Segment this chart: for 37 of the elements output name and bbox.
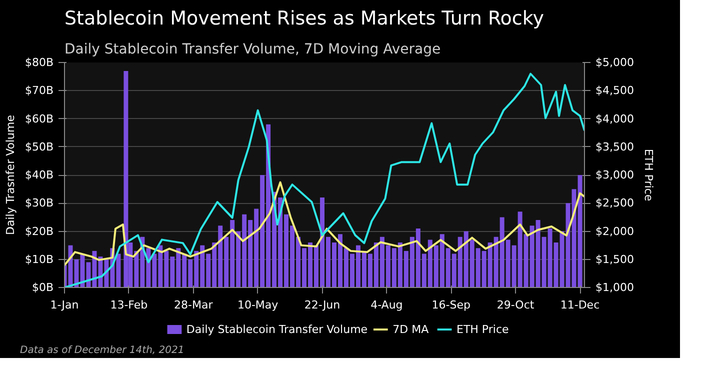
line-series (64, 181, 584, 266)
y2-axis-title: ETH Price (642, 148, 655, 202)
y-tick-label: $0B (32, 281, 54, 294)
legend-label: Daily Stablecoin Transfer Volume (186, 323, 368, 336)
y2-tick-label: $5,000 (596, 56, 634, 69)
bar (124, 70, 128, 288)
y-tick-label: $20B (24, 224, 54, 238)
x-tick-label: 11-Dec (560, 298, 600, 312)
y-tick-label: $60B (24, 112, 54, 126)
x-tick-label: 29-Oct (496, 298, 535, 312)
text: Data as of December 14th, 2021 (20, 344, 184, 358)
y2-tick-label: $3,500 (596, 140, 634, 154)
y-tick-label: $30B (24, 196, 54, 210)
y-tick-label: $40B (24, 168, 54, 182)
y-tick-label: $80B (24, 56, 54, 69)
y2-tick-label: $4,500 (596, 84, 634, 98)
legend-label: 7D MA (392, 323, 430, 336)
y2-tick-label: $3,000 (596, 168, 634, 182)
x-tick-label: 13-Feb (110, 298, 148, 312)
y-tick-label: $10B (24, 252, 54, 266)
y-axis-title: Daily Trasnfer Volume (4, 114, 17, 235)
x-tick-label: 4-Aug (370, 298, 403, 312)
x-tick-label: 22-Jun (304, 298, 340, 312)
chart-title: Stablecoin Movement Rises as Markets Turn Rocky (64, 8, 544, 30)
chart-subtitle: Daily Stablecoin Transfer Volume, 7D Moving Average (64, 42, 441, 58)
y2-tick-label: $1,500 (596, 252, 634, 266)
x-tick-label: 28-Mar (174, 298, 214, 312)
y2-tick-label: $2,500 (596, 196, 634, 210)
y-tick-label: $70B (24, 84, 54, 98)
legend-label: ETH Price (456, 323, 509, 336)
y2-tick-label: $4,000 (596, 112, 634, 126)
y-tick-label: $50B (24, 140, 54, 154)
x-tick-label: 10-May (237, 298, 279, 312)
y2-tick-label: $2,000 (596, 224, 634, 238)
y2-tick-label: $1,000 (596, 281, 634, 294)
x-tick-label: 1-Jan (50, 298, 79, 312)
x-tick-label: 16-Sep (432, 298, 470, 312)
